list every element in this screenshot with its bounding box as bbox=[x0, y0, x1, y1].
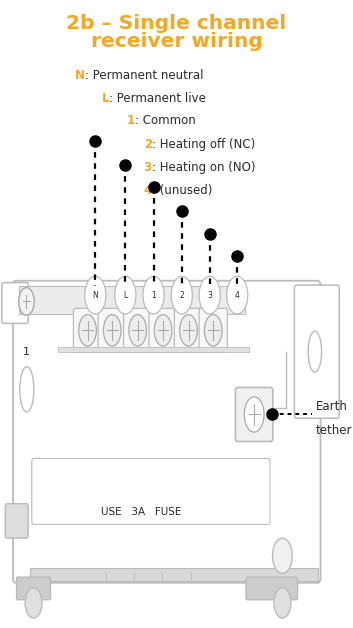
FancyBboxPatch shape bbox=[294, 285, 339, 418]
Circle shape bbox=[19, 288, 34, 315]
Text: 2: 2 bbox=[144, 138, 152, 151]
Text: : Heating off (NC): : Heating off (NC) bbox=[152, 138, 255, 151]
Circle shape bbox=[274, 588, 291, 618]
Circle shape bbox=[85, 276, 106, 314]
Bar bbox=[58, 347, 249, 352]
Text: N: N bbox=[75, 69, 85, 82]
Circle shape bbox=[115, 276, 136, 314]
Circle shape bbox=[199, 276, 220, 314]
FancyBboxPatch shape bbox=[2, 283, 28, 323]
Circle shape bbox=[143, 276, 164, 314]
Bar bbox=[30, 568, 318, 581]
Text: N: N bbox=[92, 291, 98, 300]
Circle shape bbox=[154, 315, 172, 346]
FancyBboxPatch shape bbox=[149, 308, 177, 352]
Circle shape bbox=[103, 315, 121, 346]
Text: 4: 4 bbox=[144, 184, 152, 197]
FancyBboxPatch shape bbox=[246, 577, 298, 600]
Text: receiver wiring: receiver wiring bbox=[91, 32, 262, 51]
Ellipse shape bbox=[308, 332, 322, 372]
Circle shape bbox=[171, 276, 192, 314]
Text: 1: 1 bbox=[151, 291, 156, 300]
FancyBboxPatch shape bbox=[73, 308, 102, 352]
FancyBboxPatch shape bbox=[13, 281, 321, 583]
Bar bbox=[19, 286, 245, 314]
FancyBboxPatch shape bbox=[17, 577, 50, 600]
FancyBboxPatch shape bbox=[199, 308, 227, 352]
Circle shape bbox=[244, 397, 264, 432]
Text: 3: 3 bbox=[207, 291, 212, 300]
Circle shape bbox=[227, 276, 248, 314]
Text: Earth: Earth bbox=[316, 401, 348, 413]
Text: 2: 2 bbox=[179, 291, 184, 300]
Text: : Permanent live: : Permanent live bbox=[109, 92, 206, 105]
FancyBboxPatch shape bbox=[235, 387, 273, 441]
Text: 1: 1 bbox=[127, 114, 135, 127]
Text: : (unused): : (unused) bbox=[152, 184, 212, 197]
Circle shape bbox=[25, 588, 42, 618]
Text: tether: tether bbox=[316, 424, 352, 436]
Ellipse shape bbox=[20, 367, 34, 412]
FancyBboxPatch shape bbox=[5, 504, 28, 538]
Text: L: L bbox=[102, 92, 109, 105]
Circle shape bbox=[129, 315, 146, 346]
FancyBboxPatch shape bbox=[98, 308, 126, 352]
Text: 1: 1 bbox=[23, 347, 30, 357]
FancyBboxPatch shape bbox=[124, 308, 152, 352]
FancyBboxPatch shape bbox=[174, 308, 203, 352]
Text: 3: 3 bbox=[144, 161, 152, 174]
Text: 2b – Single channel: 2b – Single channel bbox=[66, 14, 287, 33]
Circle shape bbox=[273, 538, 292, 573]
Circle shape bbox=[180, 315, 197, 346]
Text: USE   3A   FUSE: USE 3A FUSE bbox=[101, 507, 181, 517]
Text: : Permanent neutral: : Permanent neutral bbox=[85, 69, 203, 82]
Circle shape bbox=[79, 315, 96, 346]
Text: 4: 4 bbox=[235, 291, 240, 300]
Text: : Common: : Common bbox=[135, 114, 196, 127]
Circle shape bbox=[204, 315, 222, 346]
Text: : Heating on (NO): : Heating on (NO) bbox=[152, 161, 255, 174]
Text: L: L bbox=[123, 291, 127, 300]
